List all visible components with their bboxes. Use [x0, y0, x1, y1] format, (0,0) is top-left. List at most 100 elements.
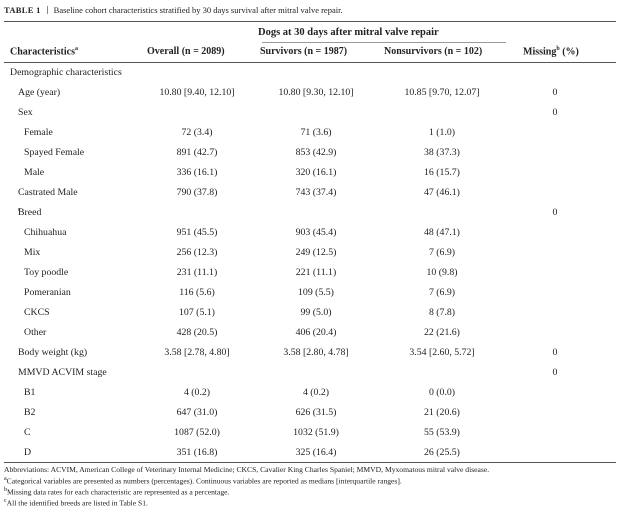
table-row: Other 428 (20.5) 406 (20.4) 22 (21.6) — [0, 327, 629, 347]
cell-missing: 0 — [552, 207, 558, 218]
row-label: MMVD ACVIM stage — [18, 367, 107, 378]
footnote-abbreviations: Abbreviations: ACVIM, American College o… — [4, 465, 490, 474]
table-row: Age (year) 10.80 [9.40, 12.10] 10.80 [9.… — [0, 87, 629, 107]
cell-nonsurvivors: 7 (6.9) — [428, 287, 456, 298]
cell-survivors: 626 (31.5) — [295, 407, 337, 418]
footnote-c-marker: c — [4, 497, 7, 504]
cell-nonsurvivors: 21 (20.6) — [424, 407, 460, 418]
cell-nonsurvivors: 48 (47.1) — [424, 227, 460, 238]
cell-missing: 0 — [552, 347, 558, 358]
cell-missing: 0 — [552, 367, 558, 378]
table-row: D 351 (16.8) 325 (16.4) 26 (25.5) — [0, 447, 629, 467]
table-row: B1 4 (0.2) 4 (0.2) 0 (0.0) — [0, 387, 629, 407]
cell-survivors: 406 (20.4) — [295, 327, 337, 338]
cell-nonsurvivors: 0 (0.0) — [428, 387, 456, 398]
cell-overall: 790 (37.8) — [176, 187, 218, 198]
table-row: Toy poodle 231 (11.1) 221 (11.1) 10 (9.8… — [0, 267, 629, 287]
table-caption: TABLE 1 Baseline cohort characteristics s… — [4, 5, 343, 15]
row-label: B2 — [24, 407, 36, 418]
cell-overall: 1087 (52.0) — [174, 427, 220, 438]
cell-overall: 891 (42.7) — [176, 147, 218, 158]
row-label: Sex — [18, 107, 33, 118]
row-label: Demographic characteristics — [10, 67, 122, 78]
cell-overall: 256 (12.3) — [176, 247, 218, 258]
header-missing-suffix: (%) — [559, 46, 579, 58]
table-row: Pomeranian 116 (5.6) 109 (5.5) 7 (6.9) — [0, 287, 629, 307]
table-row: Body weight (kg) 3.58 [2.78, 4.80] 3.58 … — [0, 347, 629, 367]
cell-survivors: 743 (37.4) — [295, 187, 337, 198]
table-row: Demographic characteristics — [0, 67, 629, 87]
header-characteristics: Characteristicsa — [10, 46, 78, 57]
cell-nonsurvivors: 38 (37.3) — [424, 147, 460, 158]
header-rule — [4, 62, 616, 63]
table-row: Castrated Male 790 (37.8) 743 (37.4) 47 … — [0, 187, 629, 207]
cell-survivors: 320 (16.1) — [295, 167, 337, 178]
row-label: Spayed Female — [24, 147, 85, 158]
row-label: D — [24, 447, 32, 458]
cell-overall: 4 (0.2) — [183, 387, 211, 398]
cell-overall: 107 (5.1) — [179, 307, 215, 318]
cell-survivors: 10.80 [9.30, 12.10] — [278, 87, 354, 98]
table-row: Breed c 0 — [0, 207, 629, 227]
row-label: Age (year) — [18, 87, 61, 98]
table-row: Chihuahua 951 (45.5) 903 (45.4) 48 (47.1… — [0, 227, 629, 247]
cell-overall: 647 (31.0) — [176, 407, 218, 418]
cell-overall: 336 (16.1) — [176, 167, 218, 178]
table-row: MMVD ACVIM stage 0 — [0, 367, 629, 387]
cell-survivors: 221 (11.1) — [295, 267, 337, 278]
row-label: Chihuahua — [24, 227, 67, 238]
cell-nonsurvivors: 8 (7.8) — [428, 307, 456, 318]
caption-separator — [46, 6, 48, 14]
row-label: Other — [24, 327, 47, 338]
footnote-a-marker: a — [4, 475, 7, 482]
table-row: Mix 256 (12.3) 249 (12.5) 7 (6.9) — [0, 247, 629, 267]
cell-survivors: 3.58 [2.80, 4.78] — [283, 347, 349, 358]
footnote-a-text: Categorical variables are presented as n… — [6, 476, 402, 486]
cell-overall: 351 (16.8) — [176, 447, 218, 458]
row-label: Breed c — [18, 207, 41, 218]
cell-overall: 3.58 [2.78, 4.80] — [164, 347, 230, 358]
cell-nonsurvivors: 3.54 [2.60, 5.72] — [409, 347, 475, 358]
row-label: Mix — [24, 247, 41, 258]
row-label: C — [24, 427, 31, 438]
table-row: B2 647 (31.0) 626 (31.5) 21 (20.6) — [0, 407, 629, 427]
cell-nonsurvivors: 1 (1.0) — [428, 127, 456, 138]
cell-overall: 116 (5.6) — [179, 287, 215, 298]
table-row: C 1087 (52.0) 1032 (51.9) 55 (53.9) — [0, 427, 629, 447]
header-missing: Missingb (%) — [523, 46, 579, 57]
cell-survivors: 99 (5.0) — [300, 307, 332, 318]
row-label: CKCS — [24, 307, 50, 318]
table-footnotes: Abbreviations: ACVIM, American College o… — [4, 465, 489, 508]
cell-nonsurvivors: 10.85 [9.70, 12.07] — [404, 87, 480, 98]
top-rule — [4, 21, 616, 22]
row-label: Castrated Male — [18, 187, 78, 198]
cell-overall: 231 (11.1) — [176, 267, 218, 278]
row-label: Pomeranian — [24, 287, 71, 298]
caption-label: TABLE 1 — [4, 5, 41, 15]
table-row: Male 336 (16.1) 320 (16.1) 16 (15.7) — [0, 167, 629, 187]
row-label-text: Breed — [18, 207, 42, 218]
cell-overall: 72 (3.4) — [181, 127, 213, 138]
cell-overall: 428 (20.5) — [176, 327, 218, 338]
cell-nonsurvivors: 55 (53.9) — [424, 427, 460, 438]
cell-survivors: 1032 (51.9) — [293, 427, 339, 438]
table-row: Female 72 (3.4) 71 (3.6) 1 (1.0) — [0, 127, 629, 147]
footnote-a: aCategorical variables are presented as … — [4, 475, 489, 486]
cell-overall: 10.80 [9.40, 12.10] — [159, 87, 235, 98]
caption-text: Baseline cohort characteristics stratifi… — [53, 5, 343, 15]
cell-missing: 0 — [552, 107, 558, 118]
row-label: Female — [24, 127, 53, 138]
cell-survivors: 109 (5.5) — [298, 287, 334, 298]
header-survivors: Survivors (n = 1987) — [260, 46, 348, 57]
header-missing-sup: b — [556, 46, 560, 52]
header-nonsurvivors: Nonsurvivors (n = 102) — [384, 46, 483, 57]
cell-nonsurvivors: 26 (25.5) — [424, 447, 460, 458]
cell-nonsurvivors: 22 (21.6) — [424, 327, 460, 338]
group-underline — [262, 42, 506, 43]
cell-survivors: 4 (0.2) — [302, 387, 330, 398]
footnote-b-marker: b — [4, 486, 7, 493]
cell-overall: 951 (45.5) — [176, 227, 218, 238]
footnote-b: bMissing data rates for each characteris… — [4, 486, 489, 497]
cell-nonsurvivors: 47 (46.1) — [424, 187, 460, 198]
